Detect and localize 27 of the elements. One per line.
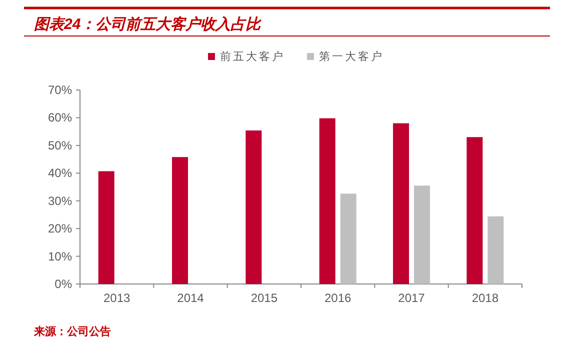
x-tick-label: 2016 <box>324 291 352 305</box>
source-note: 来源：公司公告 <box>33 325 111 338</box>
x-tick-label: 2018 <box>472 291 499 305</box>
y-tick-label: 70% <box>48 83 72 97</box>
bar <box>488 216 504 284</box>
bar <box>172 157 188 284</box>
bar <box>319 118 336 284</box>
x-tick-label: 2013 <box>103 291 131 305</box>
bar <box>98 171 114 284</box>
y-tick-label: 0% <box>54 277 72 291</box>
bar <box>466 137 483 284</box>
bar <box>393 123 409 284</box>
y-tick-label: 30% <box>48 194 72 208</box>
chart-title: 图表24：公司前五大客户收入占比 <box>34 15 263 33</box>
legend-label: 第一大客户 <box>319 50 384 63</box>
x-tick-label: 2015 <box>250 291 278 305</box>
bar <box>414 186 430 284</box>
y-tick-label: 50% <box>48 138 72 152</box>
x-tick-label: 2017 <box>398 291 426 305</box>
y-tick-label: 10% <box>48 249 72 264</box>
bar <box>246 130 262 284</box>
y-tick-label: 60% <box>48 110 72 125</box>
y-tick-label: 20% <box>48 222 72 236</box>
bar <box>340 194 356 284</box>
legend-label: 前五大客户 <box>220 50 285 63</box>
x-tick-label: 2014 <box>177 291 204 305</box>
y-tick-label: 40% <box>48 166 72 180</box>
